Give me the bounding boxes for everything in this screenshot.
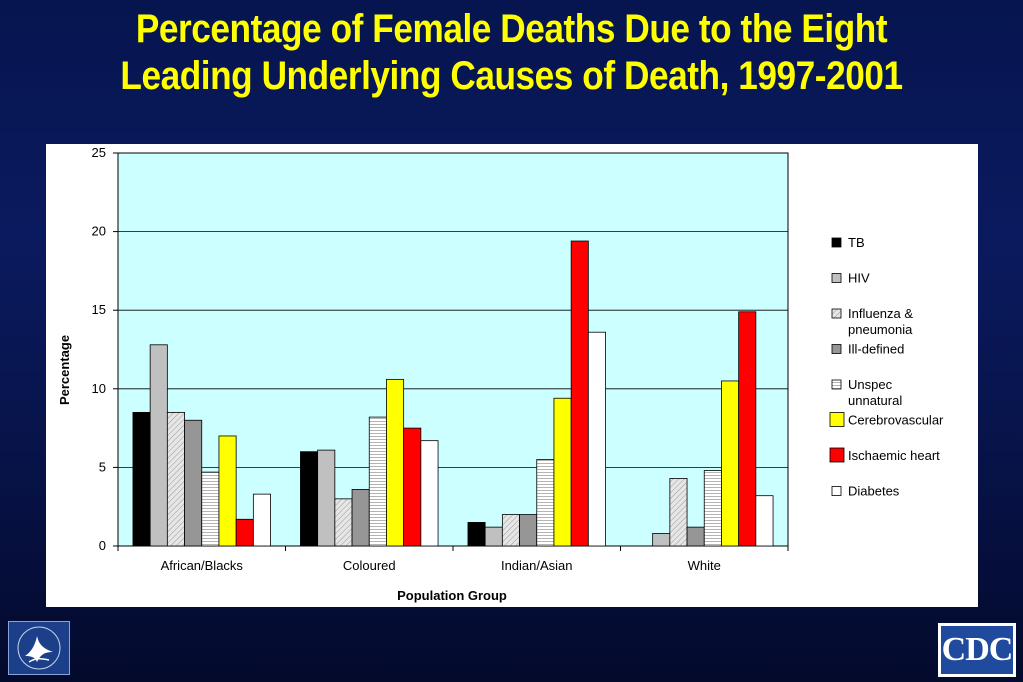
x-tick-label: African/Blacks (161, 558, 244, 573)
y-tick-label: 0 (99, 538, 106, 553)
bar (420, 440, 439, 547)
legend-label: Unspec (848, 377, 893, 392)
y-tick-label: 5 (99, 459, 106, 474)
legend-label: HIV (848, 271, 870, 286)
bar (252, 493, 271, 547)
bar (235, 518, 254, 547)
y-tick-label: 25 (92, 145, 106, 160)
bar (501, 514, 520, 547)
bar (686, 526, 705, 547)
x-axis-title: Population Group (397, 588, 507, 603)
bar (652, 533, 671, 547)
legend-swatch (831, 308, 842, 319)
bar (519, 514, 538, 547)
slide-title-line-2: Leading Underlying Causes of Death, 1997… (120, 54, 903, 98)
bar (368, 416, 387, 547)
cdc-logo: CDC (938, 623, 1016, 677)
bar (386, 378, 405, 547)
legend-swatch (831, 486, 842, 496)
legend-swatch (829, 412, 845, 427)
bar (553, 397, 572, 547)
slide-title: Percentage of Female Deaths Due to the E… (61, 6, 961, 100)
legend-label: Cerebrovascular (848, 413, 944, 428)
legend-label: Ischaemic heart (848, 448, 940, 463)
bar-chart: 0 5 10 15 20 25 African/Blacks Coloured Indian/A… (57, 145, 944, 603)
y-tick-label: 20 (92, 224, 106, 239)
legend-swatch (829, 447, 845, 463)
bar (132, 411, 151, 547)
bar (738, 311, 757, 547)
hhs-eagle-icon (17, 626, 61, 670)
bar (184, 419, 203, 547)
bar (218, 435, 237, 547)
hhs-logo (8, 621, 70, 675)
bar (201, 471, 220, 547)
legend-swatch (831, 273, 842, 283)
bar (351, 489, 370, 547)
bar (149, 344, 168, 547)
bar (467, 522, 486, 547)
bar (570, 240, 589, 547)
bar (317, 449, 336, 547)
bar (334, 498, 353, 547)
legend-swatch (831, 344, 842, 354)
legend-label: pneumonia (848, 322, 913, 337)
bar (403, 427, 422, 547)
legend-label: TB (848, 235, 865, 250)
x-tick-label: White (688, 558, 721, 573)
slide-title-line-1: Percentage of Female Deaths Due to the E… (135, 7, 888, 51)
bar (721, 380, 740, 547)
bar (755, 495, 774, 547)
bar (587, 331, 606, 547)
bar (484, 526, 503, 547)
cdc-logo-text: CDC (941, 626, 1013, 674)
y-axis-title: Percentage (57, 335, 72, 405)
legend-swatch (831, 379, 842, 390)
legend-label: Diabetes (848, 484, 900, 499)
legend-label: Ill-defined (848, 342, 904, 357)
y-tick-label: 15 (92, 302, 106, 317)
bar (703, 470, 722, 547)
bar (669, 478, 688, 547)
legend-label: unnatural (848, 393, 902, 408)
x-tick-label: Coloured (343, 558, 396, 573)
legend-label: Influenza & (848, 306, 913, 321)
bar (166, 411, 185, 547)
x-tick-label: Indian/Asian (501, 558, 573, 573)
y-tick-label: 10 (92, 381, 106, 396)
chart-panel: 0 5 10 15 20 25 African/Blacks Coloured Indian/A… (46, 144, 978, 607)
bar (536, 459, 555, 547)
bar (300, 451, 319, 547)
legend-swatch (831, 237, 842, 248)
